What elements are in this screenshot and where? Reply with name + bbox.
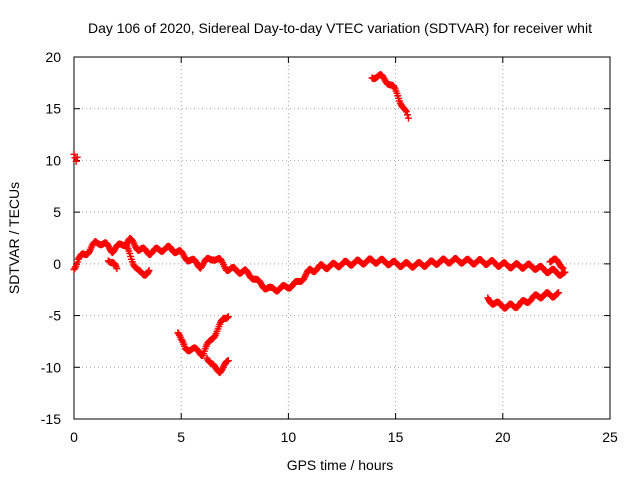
grid [74,57,610,419]
y-tick-label: 15 [45,101,61,117]
data-point [403,111,411,119]
y-tick-label: 20 [45,49,61,65]
chart-title: Day 106 of 2020, Sidereal Day-to-day VTE… [88,20,592,36]
data-point [561,268,569,276]
data-point [224,357,232,365]
data-point [73,153,81,161]
data-point [105,242,113,250]
x-tick-label: 0 [70,429,78,445]
y-tick-label: -5 [49,308,62,324]
data-point [111,261,119,269]
y-tick-label: -15 [41,411,61,427]
data-point [224,313,232,321]
series-lower-20h [484,289,563,312]
data-point [559,264,567,272]
data-point [71,264,79,272]
y-tick-label: -10 [41,359,61,375]
series-upper-left [70,150,81,165]
series-dip-6.5h [203,354,232,377]
data-point [145,266,153,274]
y-axis-label: SDTVAR / TECUs [6,182,22,294]
data-points [70,71,569,377]
data-point [72,157,80,165]
data-point [113,265,121,273]
y-tick-label: 0 [53,256,61,272]
data-point [404,114,412,122]
axis-ticks: 0 5 10 15 20 25 -15 -10 -5 0 5 10 15 20 [41,49,618,445]
series-branch-2.3h [121,240,153,279]
x-tick-label: 5 [177,429,185,445]
series-upper-14h [368,71,412,122]
series-branch-1.6h [104,257,121,273]
data-point [402,108,410,116]
data-point [224,314,232,322]
series-dip-5h [174,313,232,360]
data-point [85,249,93,257]
data-point [555,289,563,297]
x-axis-label: GPS time / hours [287,457,394,473]
data-point [553,290,561,298]
series-main [70,234,569,295]
data-point [300,274,308,282]
data-point [401,106,409,114]
x-tick-label: 20 [495,429,511,445]
y-tick-label: 10 [45,152,61,168]
series-right-end [546,255,567,272]
data-point [144,268,152,276]
y-tick-label: 5 [53,204,61,220]
x-tick-label: 25 [602,429,618,445]
data-point [175,330,183,338]
data-point [104,241,112,249]
x-tick-label: 15 [388,429,404,445]
x-tick-label: 10 [281,429,297,445]
plot-frame [73,56,611,420]
